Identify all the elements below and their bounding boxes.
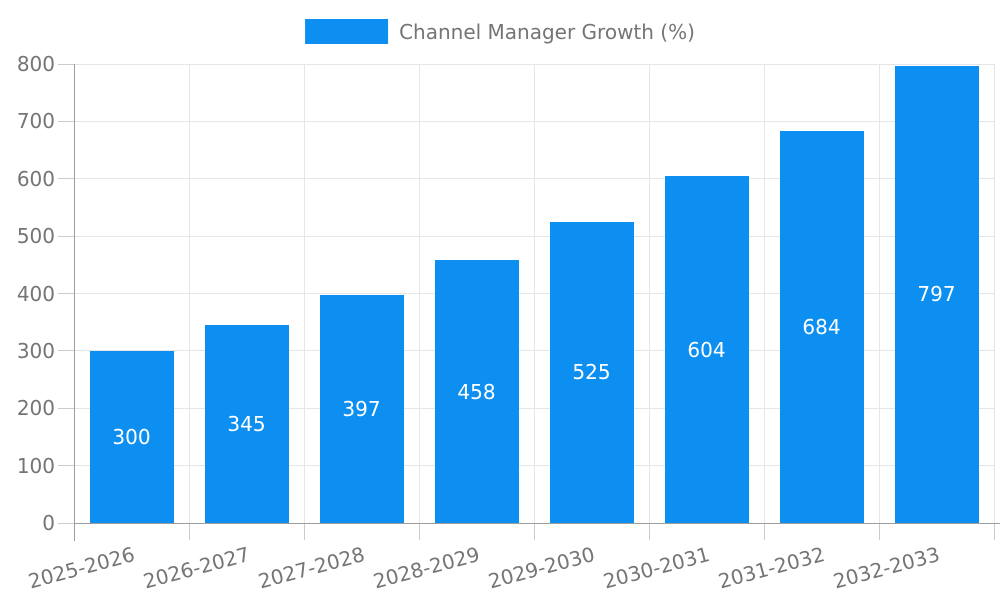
bar-value-label: 300 [112,424,151,449]
bar-value-label: 684 [802,314,841,339]
x-category-label: 2026-2027 [141,542,253,594]
legend-swatch [305,19,389,44]
bar[interactable]: 797 [894,65,979,523]
x-axis-line [74,523,1000,524]
y-axis-line [74,64,75,541]
legend-label: Channel Manager Growth (%) [399,19,695,44]
bar[interactable]: 684 [779,130,864,523]
y-axis-tick [58,63,74,65]
y-tick-label: 800 [16,52,55,76]
v-gridline [533,64,535,523]
x-axis-tick [418,523,420,540]
x-category-label: 2032-2033 [831,542,943,594]
y-tick-label: 300 [16,338,55,363]
v-gridline [418,64,420,523]
bar[interactable]: 345 [204,325,289,523]
y-axis-tick [58,522,74,524]
x-category-label: 2031-2032 [716,542,828,594]
bar[interactable]: 397 [319,295,404,523]
bar-value-label: 397 [342,397,381,422]
v-gridline [188,64,190,523]
y-tick-label: 400 [16,281,55,306]
v-gridline [763,64,765,523]
v-gridline [648,64,650,523]
y-tick-label: 500 [16,224,55,249]
bar[interactable]: 300 [89,350,174,523]
legend-item[interactable]: Channel Manager Growth (%) [305,19,695,44]
y-axis-tick [58,235,74,237]
bar[interactable]: 458 [434,260,519,523]
v-gridline [878,64,880,523]
x-category-label: 2030-2031 [601,542,713,594]
x-axis-tick [763,523,765,540]
x-category-label: 2029-2030 [486,542,598,594]
x-category-label: 2027-2028 [256,542,368,594]
y-axis-tick [58,465,74,467]
v-gridline [993,64,995,523]
y-tick-label: 600 [16,166,55,191]
bar-value-label: 525 [572,360,611,385]
x-axis-tick [188,523,190,540]
bar-value-label: 797 [917,282,956,307]
y-tick-label: 200 [16,396,55,421]
y-axis-tick [58,293,74,294]
y-tick-label: 0 [42,511,55,535]
x-axis-tick [648,523,650,540]
bar[interactable]: 604 [664,176,749,523]
bar[interactable]: 525 [549,221,634,523]
y-axis-tick [58,350,74,352]
x-axis-tick [993,523,995,540]
y-axis-tick [58,120,74,122]
v-gridline [303,64,305,523]
y-tick-label: 100 [16,453,55,478]
x-axis-tick [878,523,880,540]
y-axis-tick [58,178,74,180]
x-axis-tick [303,523,305,540]
bar-value-label: 345 [227,412,266,437]
y-axis-tick [58,407,74,409]
x-axis-tick [533,523,535,540]
bar-value-label: 604 [687,337,726,362]
x-category-label: 2028-2029 [371,542,483,594]
bar-value-label: 458 [457,379,496,404]
plot-area: 300 345 397 458 525 604 684 797 [58,63,1000,541]
y-tick-label: 700 [16,109,55,134]
x-category-label: 2025-2026 [26,542,138,594]
